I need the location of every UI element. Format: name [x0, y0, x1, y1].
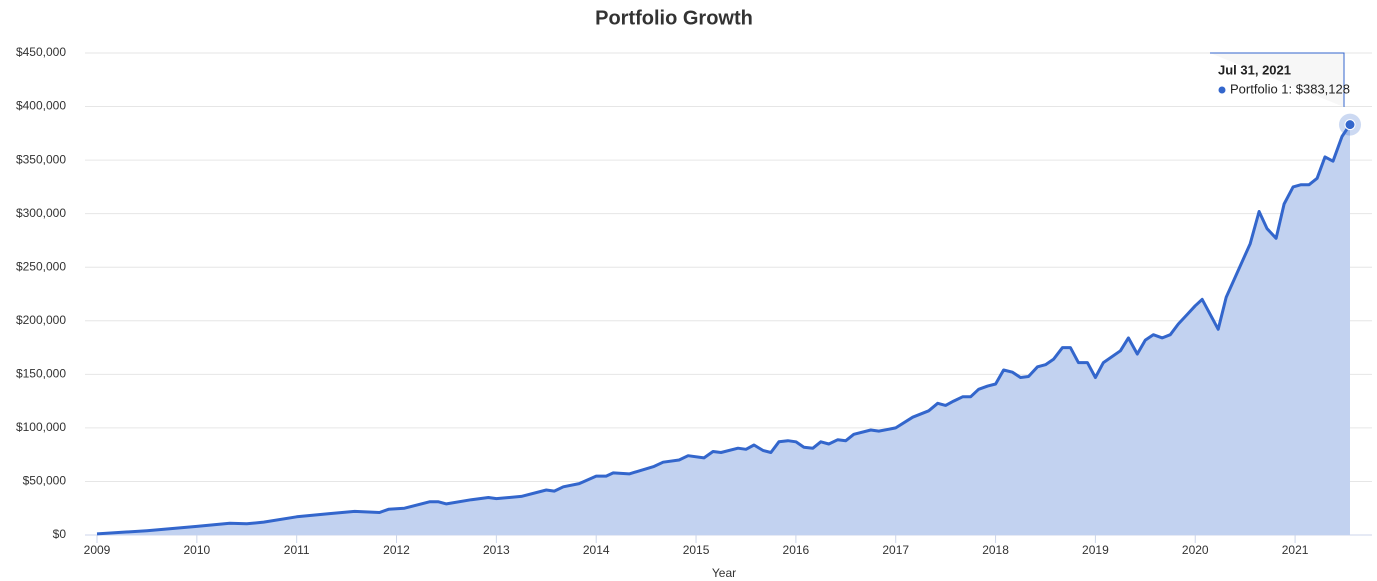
- x-tick-label: 2019: [1082, 543, 1109, 557]
- x-tick-label: 2015: [683, 543, 710, 557]
- area: [97, 124, 1350, 535]
- tooltip-marker: [1218, 86, 1226, 94]
- tooltip-box: [1210, 52, 1345, 107]
- y-tick-label: $0: [53, 527, 67, 541]
- hover-point: [1344, 119, 1356, 131]
- tooltip-value: Portfolio 1: $383,128: [1230, 81, 1350, 96]
- x-tick-label: 2020: [1182, 543, 1209, 557]
- x-axis-label: Year: [712, 566, 736, 580]
- y-tick-label: $300,000: [16, 206, 66, 220]
- x-tick-label: 2014: [583, 543, 610, 557]
- x-tick-label: 2016: [783, 543, 810, 557]
- y-tick-label: $150,000: [16, 367, 66, 381]
- x-tick-label: 2012: [383, 543, 410, 557]
- y-tick-label: $250,000: [16, 259, 66, 273]
- x-tick-label: 2011: [284, 543, 310, 557]
- chart-title: Portfolio Growth: [595, 7, 753, 29]
- x-tick-label: 2010: [183, 543, 210, 557]
- x-tick-label: 2021: [1282, 543, 1309, 557]
- y-tick-label: $200,000: [16, 313, 66, 327]
- y-tick-label: $400,000: [16, 99, 66, 113]
- y-tick-label: $50,000: [23, 474, 67, 488]
- tooltip-date: Jul 31, 2021: [1218, 62, 1291, 77]
- x-tick-label: 2017: [882, 543, 909, 557]
- x-tick-label: 2009: [84, 543, 111, 557]
- y-tick-label: $100,000: [16, 420, 66, 434]
- x-tick-label: 2013: [483, 543, 510, 557]
- y-tick-label: $450,000: [16, 45, 66, 59]
- y-tick-label: $350,000: [16, 152, 66, 166]
- line: [96, 123, 1352, 536]
- x-tick-label: 2018: [982, 543, 1009, 557]
